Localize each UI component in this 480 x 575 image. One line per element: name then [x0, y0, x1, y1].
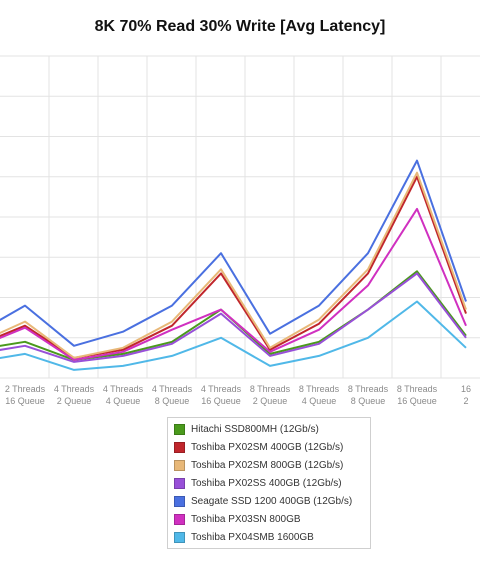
- legend-item[interactable]: Toshiba PX03SN 800GB: [168, 510, 370, 528]
- chart-legend: Hitachi SSD800MH (12Gb/s) Toshiba PX02SM …: [167, 417, 371, 549]
- x-tick-label: 4 Threads: [54, 384, 95, 394]
- legend-label: Seagate SSD 1200 400GB (12Gb/s): [191, 495, 353, 507]
- x-tick-label: 4 Threads: [152, 384, 193, 394]
- x-tick-label: 2 Queue: [57, 396, 92, 406]
- x-tick-label: 16 Queue: [5, 396, 45, 406]
- legend-item[interactable]: Toshiba PX04SMB 1600GB: [168, 528, 370, 546]
- legend-item[interactable]: Hitachi SSD800MH (12Gb/s): [168, 420, 370, 438]
- series-line: [0, 175, 467, 359]
- series-line: [0, 171, 467, 359]
- x-tick-label: 8 Threads: [250, 384, 291, 394]
- legend-swatch: [174, 513, 185, 525]
- x-tick-label: 4 Threads: [103, 384, 144, 394]
- x-tick-label: 4 Queue: [106, 396, 141, 406]
- legend-item[interactable]: Seagate SSD 1200 400GB (12Gb/s): [168, 492, 370, 510]
- legend-label: Toshiba PX04SMB 1600GB: [191, 531, 314, 543]
- legend-label: Toshiba PX02SS 400GB (12Gb/s): [191, 477, 342, 489]
- legend-label: Toshiba PX02SM 400GB (12Gb/s): [191, 441, 344, 453]
- series-line: [0, 207, 467, 361]
- legend-item[interactable]: Toshiba PX02SM 400GB (12Gb/s): [168, 438, 370, 456]
- legend-item[interactable]: Toshiba PX02SM 800GB (12Gb/s): [168, 456, 370, 474]
- legend-swatch: [174, 531, 185, 543]
- x-tick-label: 4 Queue: [302, 396, 337, 406]
- x-tick-label: 16 Queue: [201, 396, 241, 406]
- legend-label: Toshiba PX02SM 800GB (12Gb/s): [191, 459, 344, 471]
- x-tick-label: 4 Threads: [201, 384, 242, 394]
- x-tick-label: 8 Threads: [397, 384, 438, 394]
- x-tick-label: 2 Queue: [253, 396, 288, 406]
- x-tick-label: 8 Threads: [299, 384, 340, 394]
- legend-item[interactable]: Toshiba PX02SS 400GB (12Gb/s): [168, 474, 370, 492]
- legend-swatch: [174, 441, 185, 453]
- series-line: [0, 300, 467, 371]
- series-line: [0, 272, 467, 363]
- x-tick-label: 2 Threads: [5, 384, 46, 394]
- series-line: [0, 159, 467, 347]
- chart-title: 8K 70% Read 30% Write [Avg Latency]: [94, 18, 386, 35]
- legend-label: Toshiba PX03SN 800GB: [191, 513, 301, 525]
- x-tick-label: 16 Queue: [397, 396, 437, 406]
- x-tick-label: 8 Threads: [348, 384, 389, 394]
- legend-label: Hitachi SSD800MH (12Gb/s): [191, 423, 319, 435]
- x-tick-label: 8 Queue: [351, 396, 386, 406]
- x-tick-label: 8 Queue: [155, 396, 190, 406]
- x-tick-label: 16: [461, 384, 471, 394]
- legend-swatch: [174, 423, 185, 435]
- series-line: [0, 270, 467, 361]
- x-tick-label: 2: [463, 396, 468, 406]
- legend-swatch: [174, 477, 185, 489]
- legend-swatch: [174, 459, 185, 471]
- legend-swatch: [174, 495, 185, 507]
